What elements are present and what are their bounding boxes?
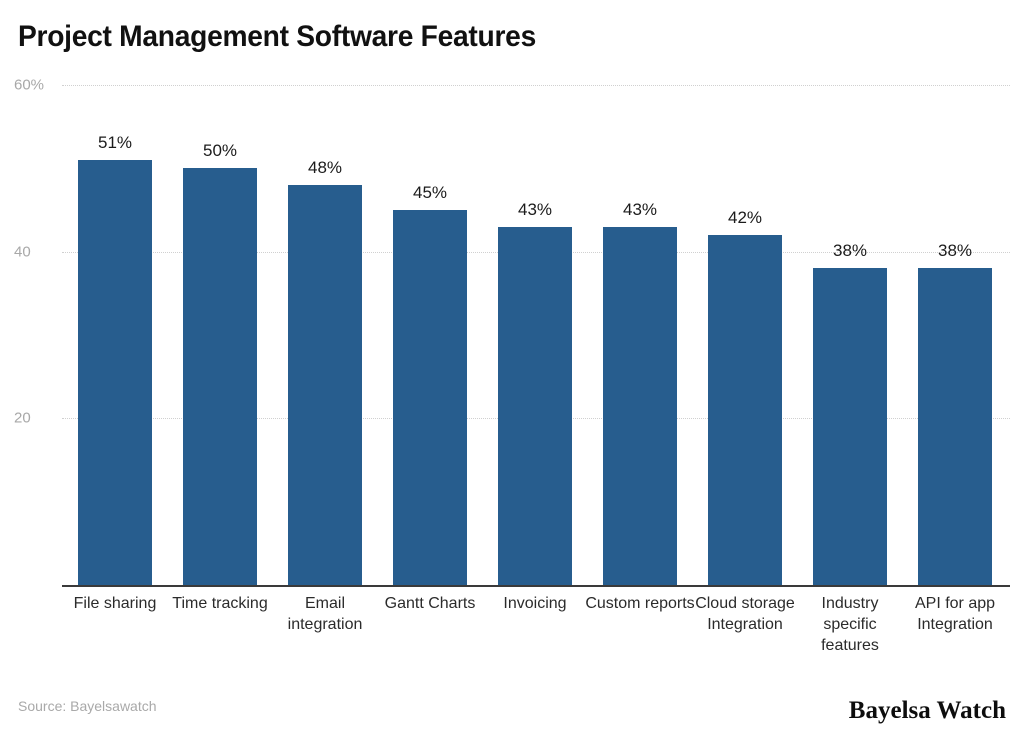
bar[interactable] <box>813 268 887 585</box>
y-axis-tick-20: 20 <box>14 409 31 427</box>
bar-column[interactable]: 43% <box>603 85 677 585</box>
bar-value-label: 50% <box>202 141 238 161</box>
category-label: API for app Integration <box>914 595 996 633</box>
category-label: Invoicing <box>503 595 567 612</box>
page-title: Project Management Software Features <box>18 20 536 53</box>
category-label: File sharing <box>73 595 157 612</box>
bar-value-label: 51% <box>97 133 133 152</box>
bar-value-label: 48% <box>307 158 343 177</box>
x-axis-line <box>62 585 1010 587</box>
bar[interactable] <box>393 210 467 585</box>
bar-value-label: 43% <box>622 199 658 219</box>
plot-area: 51% 50% 48% 45% 43% 43% 42% 38% 38% File sharing… <box>62 85 1010 654</box>
category-label: Gantt Charts <box>384 595 476 612</box>
bar-column[interactable]: 45% <box>393 85 467 585</box>
y-axis-tick-40: 40 <box>14 243 31 261</box>
bar-value-label: 45% <box>412 183 448 202</box>
bar-value-label: 43% <box>517 199 553 219</box>
bar-column[interactable]: 51% <box>78 85 152 585</box>
bar[interactable] <box>78 160 152 585</box>
category-label: Custom reports <box>585 595 695 612</box>
category-label: Industry specific features <box>821 595 879 654</box>
category-label: Time tracking <box>172 595 268 612</box>
bar[interactable] <box>288 185 362 585</box>
bar-column[interactable]: 38% <box>918 85 992 585</box>
bar-value-label: 38% <box>937 241 973 261</box>
y-axis-tick-60: 60% <box>14 76 45 94</box>
bar-column[interactable]: 38% <box>813 85 887 585</box>
bar[interactable] <box>708 235 782 585</box>
bar-column[interactable]: 48% <box>288 85 362 585</box>
brand-logo: Bayelsa Watch <box>848 697 1006 724</box>
bar-value-label: 42% <box>727 208 763 227</box>
bar[interactable] <box>603 226 677 585</box>
bar[interactable] <box>498 226 572 585</box>
category-label: Cloud storage Integration <box>695 595 795 633</box>
category-label: Email integration <box>287 595 363 633</box>
bar-value-label: 38% <box>832 241 868 261</box>
bar-column[interactable]: 50% <box>183 85 257 585</box>
bar[interactable] <box>918 268 992 585</box>
bar[interactable] <box>183 168 257 585</box>
source-note: Source: Bayelsawatch <box>18 698 157 714</box>
gridline <box>62 85 1010 86</box>
bar-column[interactable]: 43% <box>498 85 572 585</box>
bar-column[interactable]: 42% <box>708 85 782 585</box>
